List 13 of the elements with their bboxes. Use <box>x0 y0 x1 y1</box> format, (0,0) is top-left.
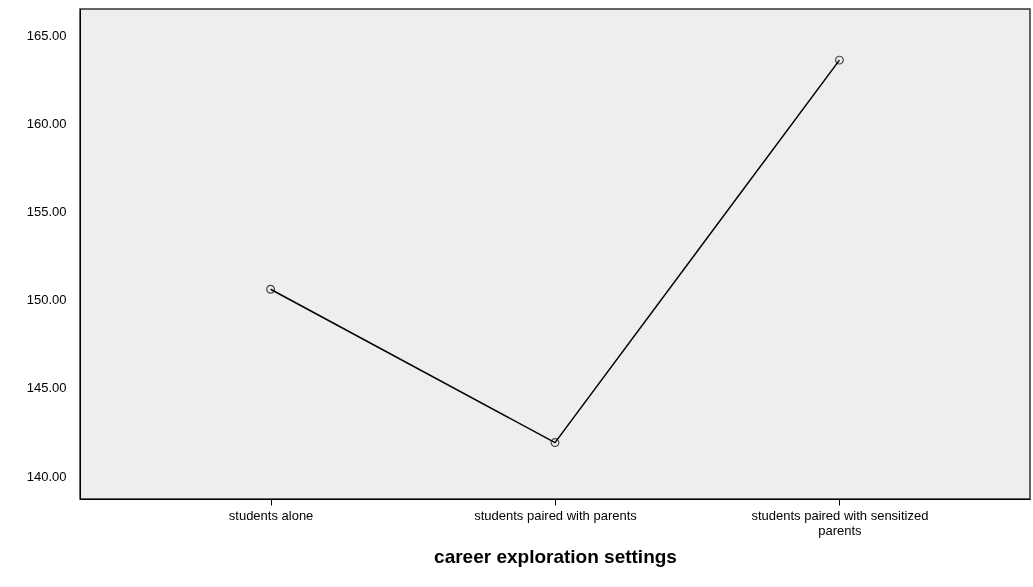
y-tick-label: 165.00 <box>26 27 67 43</box>
y-tick-label: 155.00 <box>26 204 67 220</box>
x-tick-label: students alone <box>228 507 314 523</box>
x-tick-label: students paired with parents <box>474 507 638 523</box>
point <box>266 284 276 294</box>
y-tick-label: 145.00 <box>26 380 67 396</box>
x-tick-label: students paired with sensitized parents <box>751 507 929 538</box>
y-tick-label: 160.00 <box>26 116 67 132</box>
point <box>550 438 560 448</box>
y-tick-label: 140.00 <box>26 468 67 484</box>
y-tick-label: 150.00 <box>26 292 67 308</box>
x-axis-title: career exploration settings <box>434 545 677 567</box>
point <box>834 55 844 65</box>
